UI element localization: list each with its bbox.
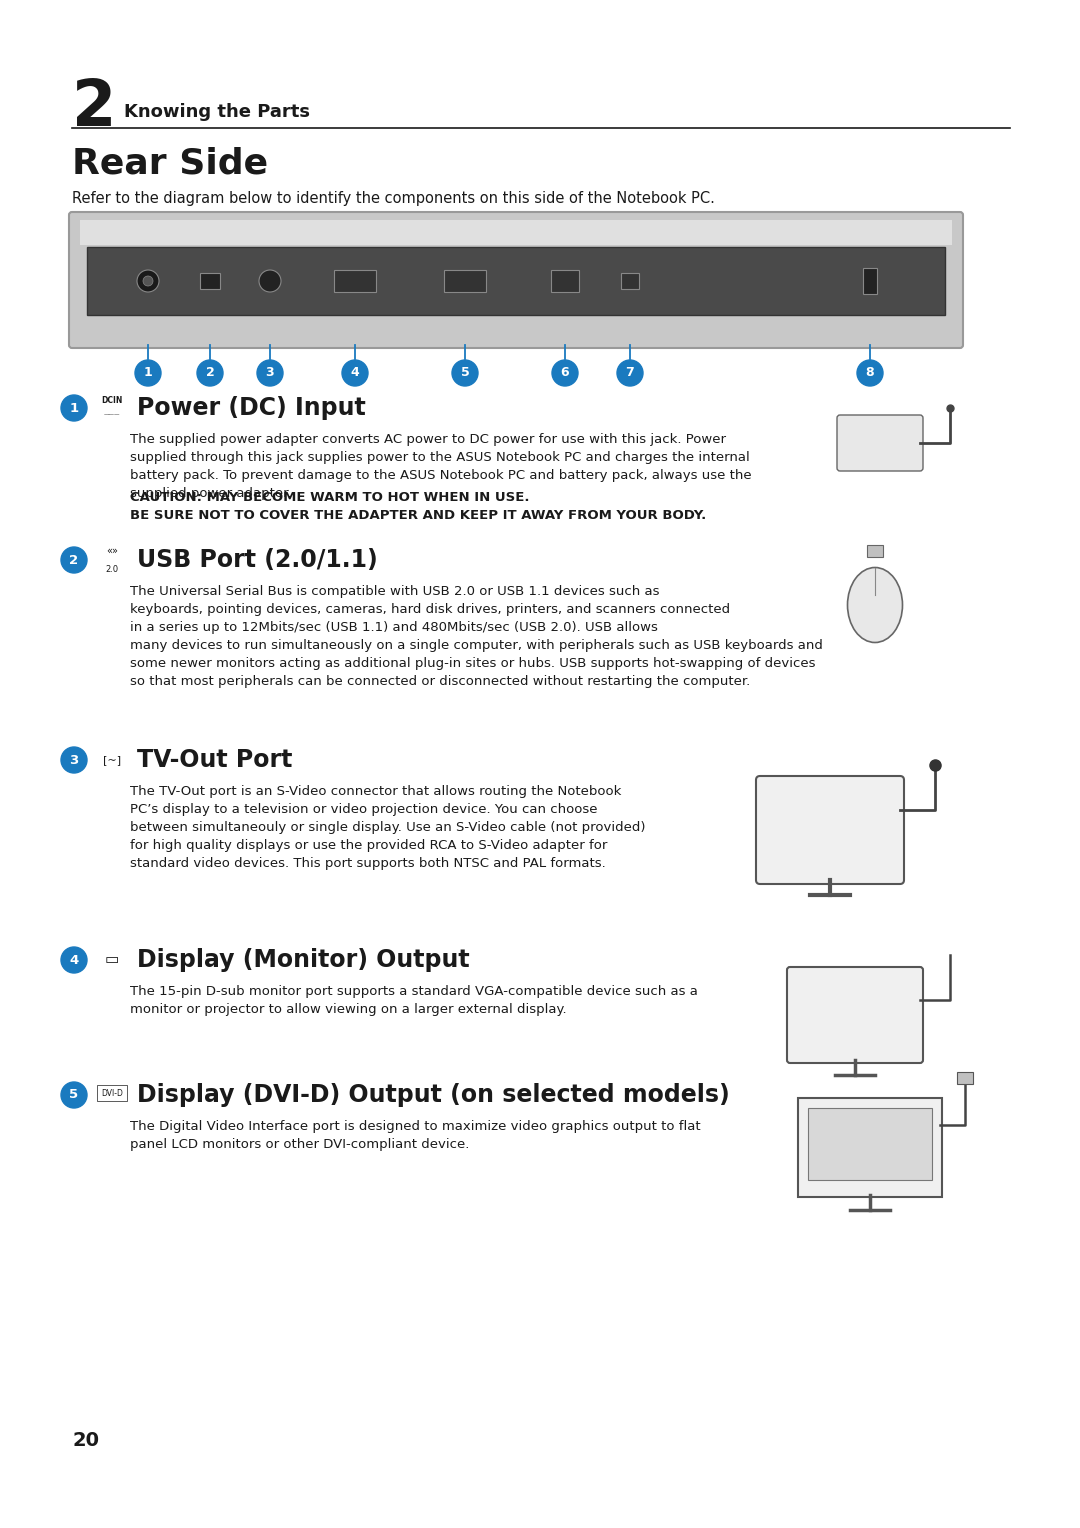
Text: 2.0: 2.0 [106,565,119,575]
Circle shape [60,947,87,973]
Circle shape [858,361,883,387]
Text: USB Port (2.0/1.1): USB Port (2.0/1.1) [137,549,378,571]
Circle shape [552,361,578,387]
Text: 1: 1 [144,367,152,379]
FancyBboxPatch shape [798,1099,942,1196]
Text: TV-Out Port: TV-Out Port [137,749,293,772]
FancyBboxPatch shape [200,274,220,289]
Circle shape [197,361,222,387]
Circle shape [342,361,368,387]
Text: Display (DVI-D) Output (on selected models): Display (DVI-D) Output (on selected mode… [137,1083,730,1106]
Text: 5: 5 [461,367,470,379]
Circle shape [60,547,87,573]
FancyBboxPatch shape [808,1108,932,1180]
Text: 6: 6 [561,367,569,379]
FancyBboxPatch shape [756,776,904,885]
Circle shape [453,361,478,387]
FancyBboxPatch shape [787,967,923,1063]
Circle shape [137,270,159,292]
Text: The TV-Out port is an S-Video connector that allows routing the Notebook
PC’s di: The TV-Out port is an S-Video connector … [130,785,646,869]
FancyBboxPatch shape [69,212,963,348]
Text: 2: 2 [205,367,214,379]
Text: DVI-D: DVI-D [102,1088,123,1097]
Text: 20: 20 [72,1430,99,1450]
Circle shape [60,396,87,422]
FancyBboxPatch shape [334,270,376,292]
FancyBboxPatch shape [621,274,639,289]
Circle shape [143,277,153,286]
FancyBboxPatch shape [863,267,877,293]
Text: 5: 5 [69,1088,79,1102]
Text: 1: 1 [69,402,79,414]
Text: Power (DC) Input: Power (DC) Input [137,396,366,420]
Text: 2: 2 [69,553,79,567]
Text: 7: 7 [625,367,634,379]
Text: The supplied power adapter converts AC power to DC power for use with this jack.: The supplied power adapter converts AC p… [130,432,752,500]
Text: Refer to the diagram below to identify the components on this side of the Notebo: Refer to the diagram below to identify t… [72,191,715,205]
FancyBboxPatch shape [80,220,951,244]
Circle shape [60,747,87,773]
Text: 2: 2 [72,76,117,139]
Text: The Universal Serial Bus is compatible with USB 2.0 or USB 1.1 devices such as
k: The Universal Serial Bus is compatible w… [130,585,823,688]
Text: ▭: ▭ [105,952,119,967]
Circle shape [60,1082,87,1108]
Text: 8: 8 [866,367,875,379]
Text: CAUTION: MAY BECOME WARM TO HOT WHEN IN USE.
BE SURE NOT TO COVER THE ADAPTER AN: CAUTION: MAY BECOME WARM TO HOT WHEN IN … [130,490,706,523]
Text: Knowing the Parts: Knowing the Parts [124,102,310,121]
Circle shape [617,361,643,387]
Text: [~]: [~] [103,755,121,766]
FancyBboxPatch shape [837,416,923,471]
FancyBboxPatch shape [551,270,579,292]
Text: The 15-pin D-sub monitor port supports a standard VGA-compatible device such as : The 15-pin D-sub monitor port supports a… [130,986,698,1016]
Text: Display (Monitor) Output: Display (Monitor) Output [137,947,470,972]
Ellipse shape [848,567,903,642]
Text: The Digital Video Interface port is designed to maximize video graphics output t: The Digital Video Interface port is desi… [130,1120,701,1151]
Text: 4: 4 [69,953,79,967]
Text: 3: 3 [69,753,79,767]
Circle shape [259,270,281,292]
Text: ———: ——— [104,413,120,417]
Circle shape [257,361,283,387]
FancyBboxPatch shape [444,270,486,292]
Text: Rear Side: Rear Side [72,147,268,180]
Text: 3: 3 [266,367,274,379]
FancyBboxPatch shape [87,248,945,315]
FancyBboxPatch shape [867,545,883,558]
Text: 4: 4 [351,367,360,379]
Circle shape [135,361,161,387]
Text: «»: «» [106,545,118,556]
Text: DCIN: DCIN [102,396,123,405]
FancyBboxPatch shape [957,1073,973,1083]
